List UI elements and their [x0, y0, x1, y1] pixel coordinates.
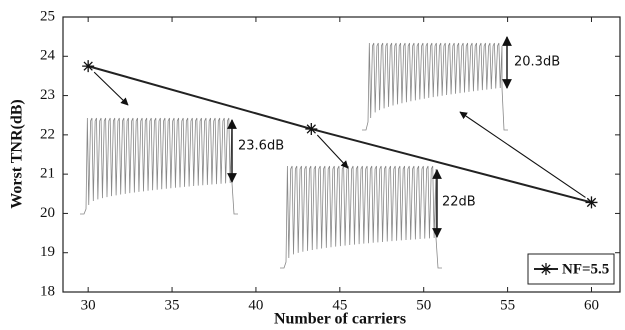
x-tick-label: 35 — [165, 297, 180, 313]
inset-waveform — [80, 118, 238, 214]
x-tick-label: 60 — [584, 297, 599, 313]
marker — [305, 123, 317, 135]
inset-waveform — [362, 43, 508, 130]
annotation: 23.6dB — [238, 139, 284, 154]
x-tick-label: 45 — [332, 297, 347, 313]
y-tick-label: 25 — [40, 8, 55, 24]
y-tick-label: 20 — [40, 205, 55, 221]
annotation: 20.3dB — [514, 55, 560, 70]
marker — [82, 60, 94, 72]
annotation: 22dB — [442, 195, 476, 210]
x-tick-label: 50 — [416, 297, 431, 313]
series-line — [88, 66, 591, 202]
chart: Number of carriers Worst TNR(dB) 1819202… — [0, 0, 625, 330]
y-tick-label: 24 — [40, 48, 56, 64]
y-axis-label: Worst TNR(dB) — [9, 99, 26, 209]
insets — [80, 43, 508, 268]
pointer-arrow — [94, 72, 128, 105]
y-tick-label: 21 — [40, 166, 55, 182]
y-tick-label: 22 — [40, 126, 55, 142]
marker — [585, 196, 597, 208]
x-tick-label: 55 — [500, 297, 515, 313]
y-tick-label: 19 — [40, 244, 55, 260]
x-tick-label: 30 — [81, 297, 96, 313]
y-tick-label: 18 — [40, 283, 55, 299]
legend-label: NF=5.5 — [562, 261, 609, 277]
y-tick-label: 23 — [40, 87, 55, 103]
x-tick-label: 40 — [248, 297, 263, 313]
legend-marker — [540, 263, 552, 275]
inset-waveform — [280, 166, 442, 268]
pointer-arrow — [317, 135, 348, 168]
